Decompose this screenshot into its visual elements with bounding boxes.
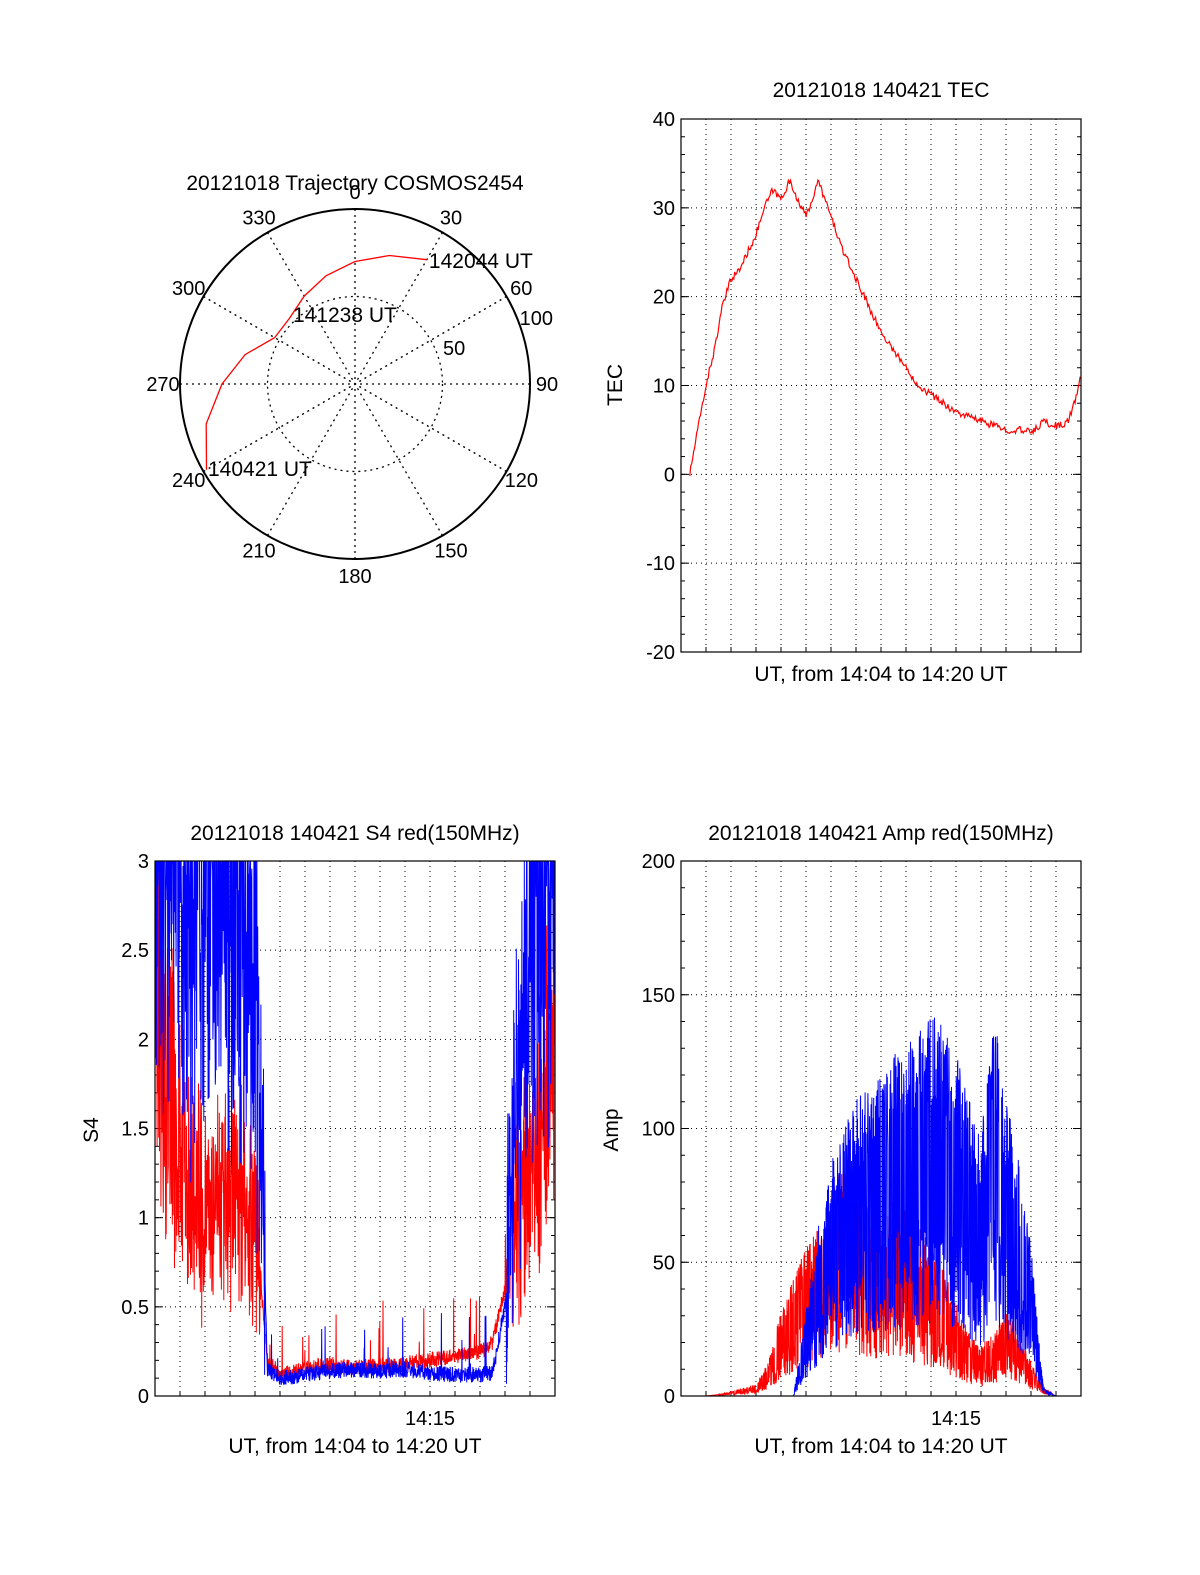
- s4-ylabel: S4: [80, 1117, 103, 1143]
- amp-title: 20121018 140421 Amp red(150MHz): [708, 822, 1054, 845]
- tec-title: 20121018 140421 TEC: [773, 79, 990, 102]
- y-tick-label: 2.5: [121, 940, 149, 962]
- y-tick-label: 40: [653, 109, 675, 131]
- polar-angle-label: 240: [172, 470, 205, 492]
- series-line-0: [689, 177, 1081, 476]
- y-tick-label: 3: [138, 851, 149, 873]
- plot-frame: [680, 860, 1082, 1397]
- polar-series: [205, 254, 427, 470]
- series-group: [689, 177, 1081, 476]
- polar-trajectory-chart: 20121018 Trajectory COSMOS2454 0 30 60 90 12…: [146, 172, 558, 588]
- x-tick-label: 14:15: [931, 1408, 981, 1430]
- plot-frame: [680, 118, 1082, 653]
- amp-chart: 20121018 140421 Amp red(150MHz) UT, from…: [600, 822, 1082, 1458]
- amp-plot-area: 0 50 100 150 200 14:15: [642, 851, 1082, 1430]
- polar-angle-label: 330: [242, 208, 275, 230]
- tec-plot-area: -20 -10 0 10 20 30 40: [646, 109, 1082, 664]
- polar-angle-label: 30: [440, 208, 462, 230]
- y-tick-label: 10: [653, 376, 675, 398]
- plot-frame: [154, 860, 556, 1397]
- y-tick-label: 0.5: [121, 1297, 149, 1319]
- polar-radius-label: 50: [443, 338, 465, 360]
- polar-annotation: 140421 UT: [208, 458, 312, 481]
- polar-annotation: 141238 UT: [293, 304, 397, 327]
- y-tick-label: -20: [646, 642, 675, 664]
- y-tick-label: 150: [642, 985, 675, 1007]
- polar-angle-label: 0: [349, 182, 360, 204]
- tec-chart: 20121018 140421 TEC UT, from 14:04 to 14…: [604, 79, 1082, 686]
- tec-xlabel: UT, from 14:04 to 14:20 UT: [754, 663, 1007, 686]
- polar-trajectory-line: [205, 254, 427, 470]
- amp-xlabel: UT, from 14:04 to 14:20 UT: [754, 1435, 1007, 1458]
- polar-angle-label: 270: [146, 374, 179, 396]
- s4-chart: 20121018 140421 S4 red(150MHz) UT, from …: [80, 822, 556, 1458]
- y-tick-label: 0: [664, 1386, 675, 1408]
- polar-radius-label: 100: [520, 308, 553, 330]
- polar-angle-label: 300: [172, 278, 205, 300]
- y-tick-label: 1.5: [121, 1119, 149, 1141]
- polar-annotations: 142044 UT 141238 UT 140421 UT: [208, 250, 533, 481]
- y-tick-label: -10: [646, 553, 675, 575]
- polar-angle-label: 180: [338, 566, 371, 588]
- y-tick-label: 50: [653, 1252, 675, 1274]
- series-group: [155, 861, 555, 1386]
- series-line-1: [155, 861, 555, 1386]
- x-tick-label: 14:15: [405, 1408, 455, 1430]
- polar-angle-label: 150: [434, 540, 467, 562]
- tec-ylabel: TEC: [604, 364, 627, 406]
- y-tick-label: 0: [664, 464, 675, 486]
- y-tick-label: 30: [653, 198, 675, 220]
- y-tick-label: 200: [642, 851, 675, 873]
- y-tick-label: 2: [138, 1029, 149, 1051]
- series-line-1: [689, 1017, 1081, 1396]
- s4-title: 20121018 140421 S4 red(150MHz): [190, 822, 519, 845]
- amp-ylabel: Amp: [600, 1108, 623, 1151]
- polar-radius-labels: 50 100: [443, 308, 553, 360]
- polar-spoke: [266, 232, 444, 536]
- series-group: [689, 1017, 1081, 1396]
- polar-annotation: 142044 UT: [429, 250, 533, 273]
- s4-plot-area: 0 0.5 1 1.5 2 2.5 3 14:15: [121, 851, 556, 1430]
- y-tick-label: 20: [653, 287, 675, 309]
- s4-xlabel: UT, from 14:04 to 14:20 UT: [228, 1435, 481, 1458]
- polar-inner-circle: [266, 295, 444, 473]
- y-tick-label: 1: [138, 1208, 149, 1230]
- polar-angle-label: 120: [505, 470, 538, 492]
- y-tick-label: 0: [138, 1386, 149, 1408]
- polar-angle-label: 210: [242, 540, 275, 562]
- polar-angle-label: 90: [536, 374, 558, 396]
- y-tick-label: 100: [642, 1119, 675, 1141]
- polar-title: 20121018 Trajectory COSMOS2454: [186, 172, 524, 195]
- polar-angle-labels: 0 30 60 90 120 150 180 210 240 270 300 330: [146, 182, 558, 588]
- polar-angle-label: 60: [510, 278, 532, 300]
- polar-grid: [179, 208, 531, 560]
